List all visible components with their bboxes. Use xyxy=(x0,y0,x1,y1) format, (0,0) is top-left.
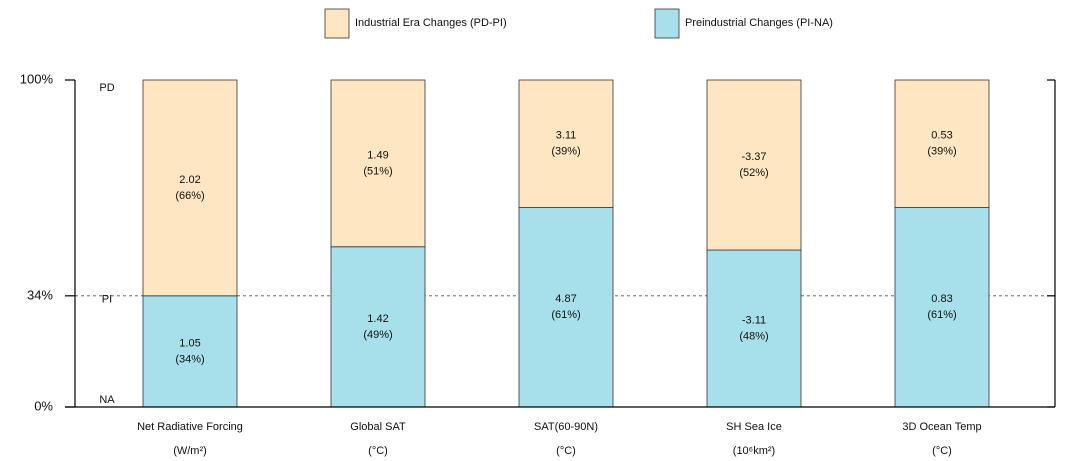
x-unit-label: (W/m²) xyxy=(173,445,207,457)
bar-segment xyxy=(706,79,802,251)
x-tick-label: SH Sea Ice xyxy=(726,421,782,433)
bar-segment xyxy=(142,79,238,297)
value-label: (39%) xyxy=(551,146,580,158)
x-tick-label: 3D Ocean Temp xyxy=(902,421,981,433)
amount-label: 2.02 xyxy=(179,174,200,186)
x-unit-label: (10⁶km²) xyxy=(733,445,775,457)
amount-label: 1.05 xyxy=(179,337,200,349)
value-label: (61%) xyxy=(551,309,580,321)
amount-label: 0.83 xyxy=(931,293,952,305)
legend-swatch xyxy=(324,8,350,39)
amount-label: -3.37 xyxy=(741,151,766,163)
value-label: (51%) xyxy=(363,165,392,177)
bar-segment xyxy=(330,79,426,248)
x-tick-label: Global SAT xyxy=(350,421,406,433)
bar-segment xyxy=(706,249,802,408)
value-label: (66%) xyxy=(175,190,204,202)
y-tick-label: 34% xyxy=(27,287,53,302)
reference-label: PD xyxy=(99,82,114,94)
amount-label: -3.11 xyxy=(742,314,766,326)
bar-segment xyxy=(142,295,238,408)
x-tick-label: SAT(60-90N) xyxy=(534,421,598,433)
y-tick-label: 0% xyxy=(34,398,53,413)
legend-label: Preindustrial Changes (PI-NA) xyxy=(685,17,833,29)
x-unit-label: (°C) xyxy=(932,445,952,457)
amount-label: 1.42 xyxy=(367,313,388,325)
value-label: (34%) xyxy=(175,353,204,365)
bar-segment xyxy=(894,207,990,408)
x-unit-label: (°C) xyxy=(368,445,388,457)
x-unit-label: (°C) xyxy=(556,445,576,457)
value-label: (39%) xyxy=(927,146,956,158)
x-tick-label: Net Radiative Forcing xyxy=(137,421,243,433)
y-tick-label: 100% xyxy=(20,71,54,86)
reference-label: NA xyxy=(99,394,115,406)
bar-segment xyxy=(518,79,614,208)
amount-label: 4.87 xyxy=(555,293,576,305)
bar-segment xyxy=(330,246,426,408)
amount-label: 1.49 xyxy=(367,149,388,161)
value-label: (49%) xyxy=(363,329,392,341)
legend-label: Industrial Era Changes (PD-PI) xyxy=(355,17,507,29)
bar-segment xyxy=(894,79,990,208)
amount-label: 3.11 xyxy=(556,130,577,142)
value-label: (52%) xyxy=(739,167,768,179)
bar-segment xyxy=(518,207,614,408)
reference-label: PI xyxy=(102,294,112,306)
value-label: (48%) xyxy=(739,330,768,342)
legend-swatch xyxy=(654,8,680,39)
amount-label: 0.53 xyxy=(931,130,952,142)
value-label: (61%) xyxy=(927,309,956,321)
